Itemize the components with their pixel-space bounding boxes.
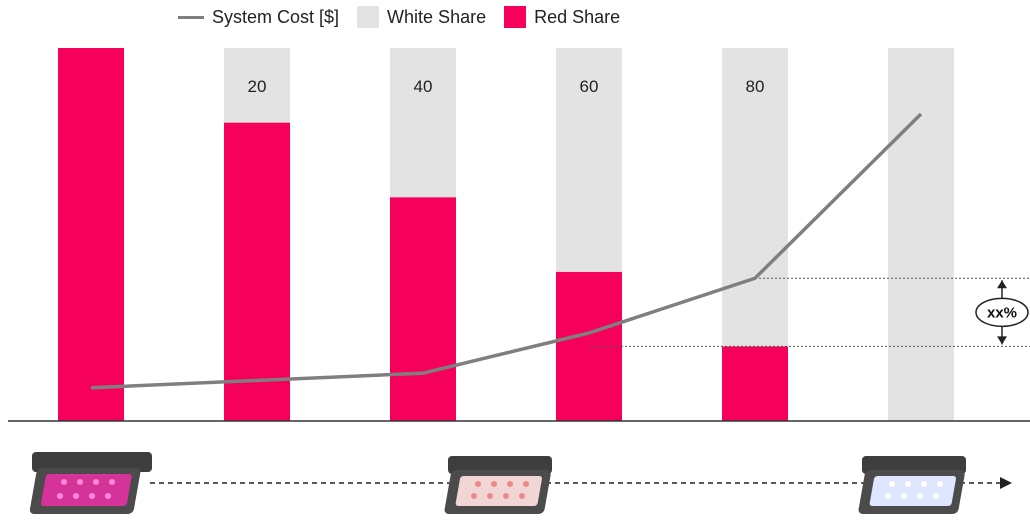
legend-item-system-cost: System Cost [$]: [178, 7, 339, 28]
legend-item-white-share: White Share: [357, 6, 486, 28]
legend-label-white-share: White Share: [387, 6, 487, 27]
legend-label-system-cost: System Cost [$]: [212, 6, 340, 27]
mixed-led-fixture-icon: [444, 456, 552, 514]
bar-white-share-4: [722, 48, 788, 347]
bar-red-share-4: [722, 346, 788, 421]
legend: System Cost [$] White Share Red Share: [178, 6, 638, 28]
legend-swatch-red: [504, 6, 527, 28]
bar-red-share-2: [390, 197, 456, 421]
bars-layer: [58, 48, 954, 421]
white-led-fixture-icon: [858, 456, 966, 514]
legend-item-red-share: Red Share: [504, 6, 620, 28]
bar-white-share-1: [224, 48, 290, 123]
xx-annotation-label: xx%: [987, 304, 1017, 321]
bar-white-share-2: [390, 48, 456, 198]
bar-white-share-5: [888, 48, 954, 421]
guides-layer: [589, 277, 1030, 347]
bar-label-4: 80: [746, 77, 765, 96]
red-led-fixture-icon: [29, 452, 152, 514]
bar-red-share-1: [224, 122, 290, 421]
system-cost-line: [90, 112, 923, 390]
bar-label-3: 60: [580, 77, 599, 96]
legend-label-red-share: Red Share: [534, 6, 621, 27]
bar-label-2: 40: [414, 77, 433, 96]
bar-label-1: 20: [248, 77, 267, 96]
bar-white-share-3: [556, 48, 622, 272]
xx-annotation: xx%: [975, 280, 1029, 345]
bar-labels-layer: 20 40 60 80: [248, 77, 765, 96]
legend-swatch-line: [178, 15, 204, 19]
legend-swatch-white: [357, 6, 380, 28]
bar-red-share-0: [58, 48, 124, 421]
progression-arrow-head: [1000, 477, 1012, 489]
